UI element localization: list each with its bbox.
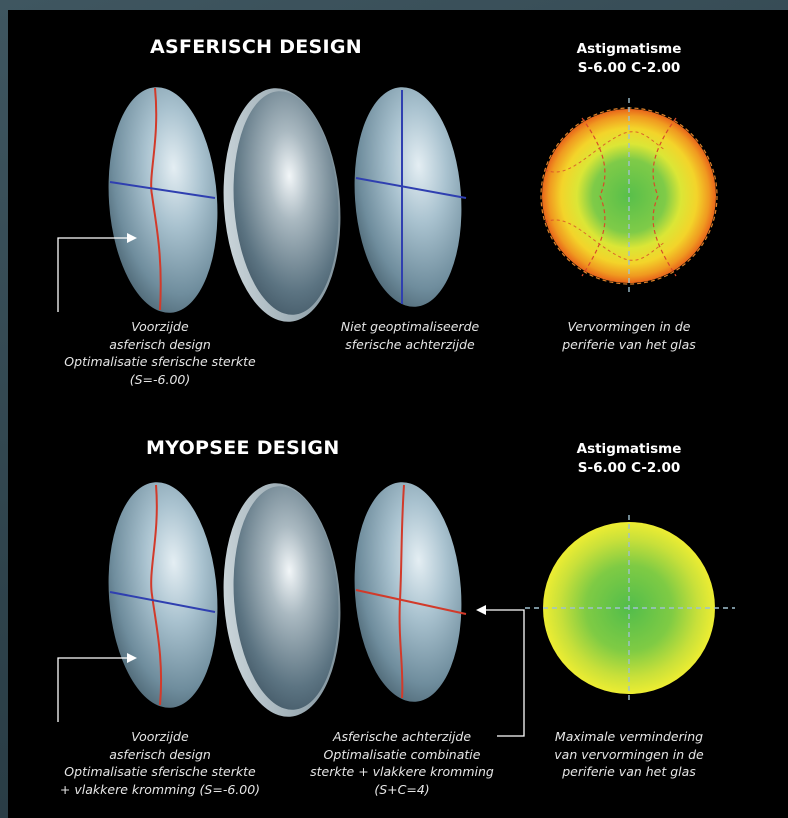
callout-arrow-front-myopsee bbox=[57, 653, 137, 722]
caption-map-myopsee: Maximale vermindering van vervormingen i… bbox=[519, 728, 739, 781]
caption-line: Optimalisatie sferische sterkte bbox=[64, 764, 256, 779]
caption-back-myopsee: Asferische achterzijde Optimalisatie com… bbox=[305, 728, 499, 798]
callout-arrow-front-aspheric bbox=[57, 233, 137, 312]
caption-back-aspheric: Niet geoptimaliseerde sferische achterzi… bbox=[310, 318, 510, 353]
vertical-meridian-line bbox=[150, 87, 162, 311]
caption-line: Optimalisatie combinatie bbox=[323, 746, 481, 762]
caption-line: Asferische achterzijde bbox=[332, 729, 472, 744]
caption-map-aspheric: Vervormingen in de periferie van het gla… bbox=[529, 318, 729, 353]
middle-lens-myopsee bbox=[223, 483, 341, 717]
astigmatism-heading: Astigmatisme bbox=[576, 41, 682, 57]
astigmatism-label-aspheric: Astigmatisme S-6.00 C-2.00 bbox=[529, 40, 729, 78]
horizontal-meridian-line bbox=[109, 181, 216, 199]
vertical-meridian-line bbox=[150, 484, 163, 706]
caption-line: Optimalisatie sferische sterkte bbox=[64, 354, 256, 369]
front-lens-myopsee bbox=[108, 482, 218, 708]
caption-line: Voorzijde bbox=[131, 729, 189, 744]
caption-line: + vlakkere kromming (S=-6.00) bbox=[59, 781, 261, 797]
caption-line: sterkte + vlakkere kromming bbox=[310, 764, 494, 779]
callout-arrow-back-myopsee bbox=[476, 605, 525, 737]
horizontal-meridian-line bbox=[109, 591, 216, 613]
front-lens-aspheric bbox=[108, 87, 218, 313]
back-lens-aspheric bbox=[354, 482, 467, 702]
caption-line: Voorzijde bbox=[131, 319, 189, 334]
caption-line: asferisch design bbox=[109, 746, 211, 762]
section-title-aspheric: ASFERISCH DESIGN bbox=[150, 36, 362, 58]
prescription-value: S-6.00 C-2.00 bbox=[577, 60, 681, 76]
astigmatism-label-myopsee: Astigmatisme S-6.00 C-2.00 bbox=[529, 440, 729, 478]
caption-line: periferie van het glas bbox=[562, 764, 696, 779]
caption-line: Maximale vermindering bbox=[554, 729, 704, 744]
caption-line: (S=-6.00) bbox=[129, 371, 191, 387]
section-title-myopsee: MYOPSEE DESIGN bbox=[146, 437, 340, 459]
middle-lens-aspheric bbox=[223, 88, 341, 322]
caption-line: van vervormingen in de bbox=[554, 746, 704, 762]
caption-line: (S+C=4) bbox=[374, 781, 430, 797]
caption-line: Niet geoptimaliseerde bbox=[340, 319, 480, 334]
caption-line: asferisch design bbox=[109, 336, 211, 352]
caption-line: periferie van het glas bbox=[562, 336, 696, 352]
astigmatism-map-aspheric bbox=[540, 98, 718, 292]
horizontal-meridian-line bbox=[355, 589, 467, 615]
caption-line: sferische achterzijde bbox=[345, 336, 475, 352]
back-lens-spherical bbox=[354, 87, 467, 307]
astigmatism-map-myopsee bbox=[525, 515, 735, 702]
caption-front-aspheric: Voorzijde asferisch design Optimalisatie… bbox=[40, 318, 280, 388]
horizontal-meridian-line bbox=[355, 177, 467, 199]
caption-line: Vervormingen in de bbox=[567, 319, 691, 334]
astigmatism-heading: Astigmatisme bbox=[576, 441, 682, 457]
caption-front-myopsee: Voorzijde asferisch design Optimalisatie… bbox=[30, 728, 290, 798]
prescription-value: S-6.00 C-2.00 bbox=[577, 460, 681, 476]
